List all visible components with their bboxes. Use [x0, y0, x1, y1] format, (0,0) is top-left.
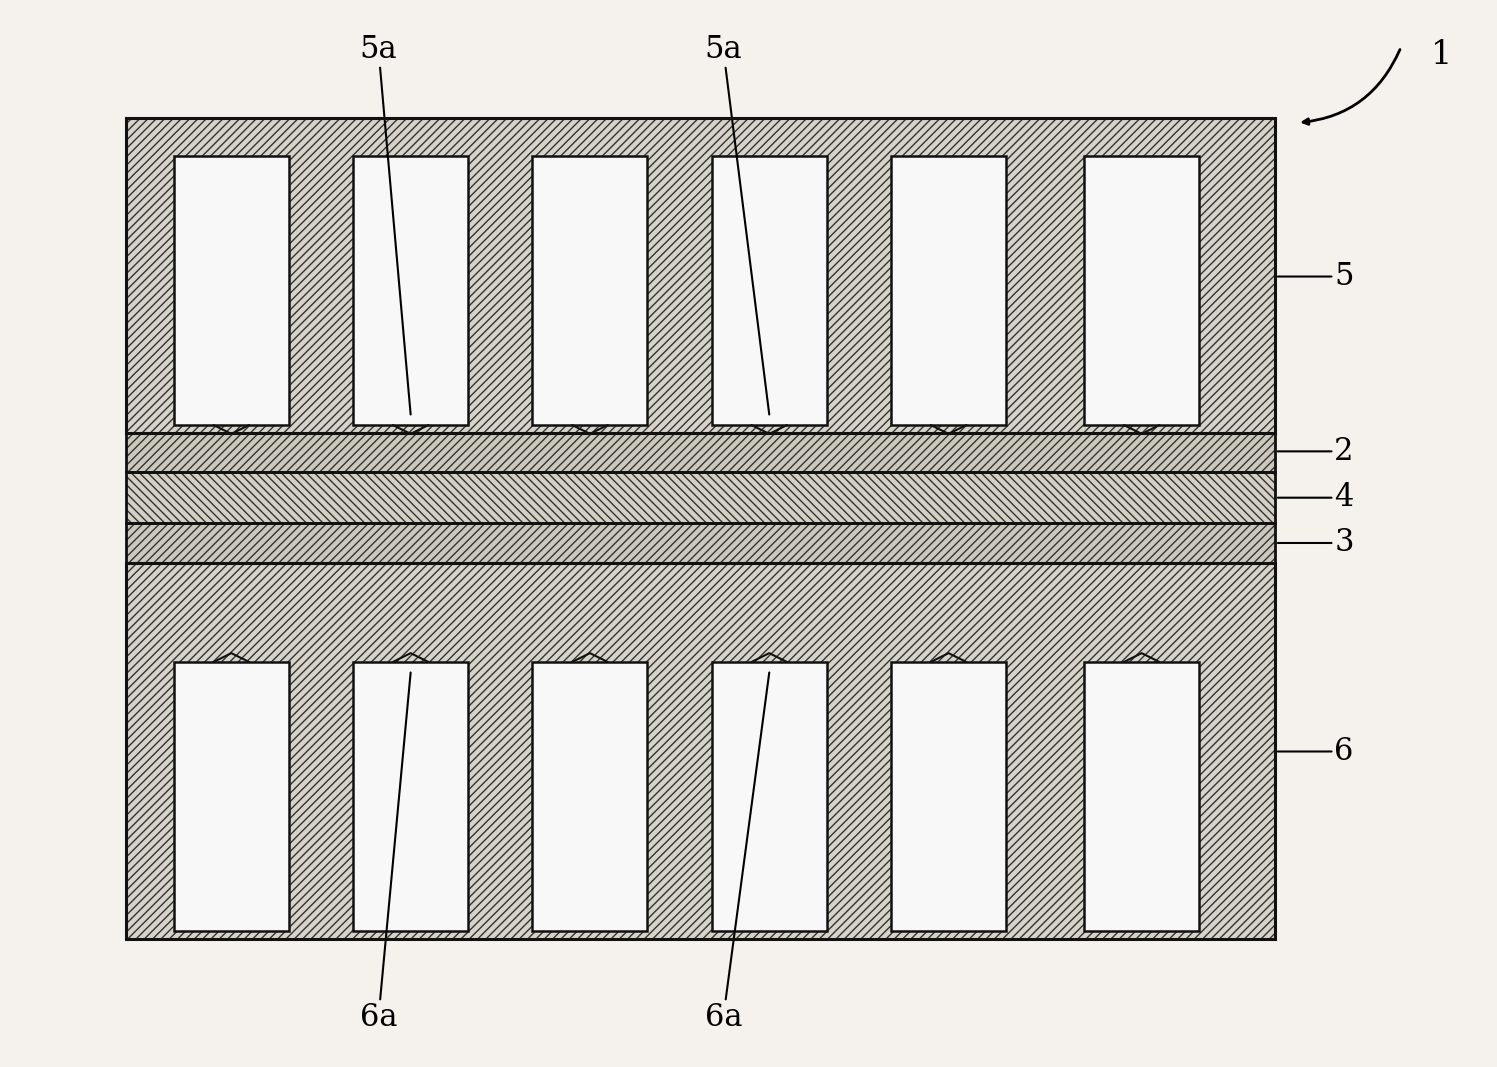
- Bar: [126, 523, 1275, 563]
- Bar: [174, 157, 289, 425]
- Bar: [126, 523, 1275, 563]
- Bar: [126, 473, 1275, 523]
- Text: 5a: 5a: [705, 34, 769, 414]
- Bar: [1084, 157, 1199, 425]
- Text: 4: 4: [1278, 482, 1353, 513]
- Bar: [353, 662, 469, 930]
- Bar: [891, 662, 1006, 930]
- Bar: [174, 662, 289, 930]
- Bar: [126, 433, 1275, 473]
- Bar: [126, 563, 1275, 939]
- Bar: [353, 157, 469, 425]
- Bar: [126, 433, 1275, 473]
- Bar: [711, 662, 826, 930]
- Bar: [126, 563, 1275, 939]
- Bar: [126, 473, 1275, 523]
- Text: 5: 5: [1278, 261, 1353, 292]
- Text: 6a: 6a: [705, 672, 769, 1033]
- Text: 5a: 5a: [359, 34, 410, 414]
- Text: 6a: 6a: [359, 672, 410, 1033]
- Text: 3: 3: [1278, 527, 1353, 558]
- Text: 1: 1: [1431, 38, 1452, 70]
- Text: 2: 2: [1278, 435, 1353, 467]
- Bar: [533, 662, 647, 930]
- Bar: [1084, 662, 1199, 930]
- Text: 6: 6: [1278, 736, 1353, 767]
- Bar: [126, 117, 1275, 433]
- Bar: [126, 117, 1275, 433]
- Bar: [891, 157, 1006, 425]
- Bar: [533, 157, 647, 425]
- Bar: [711, 157, 826, 425]
